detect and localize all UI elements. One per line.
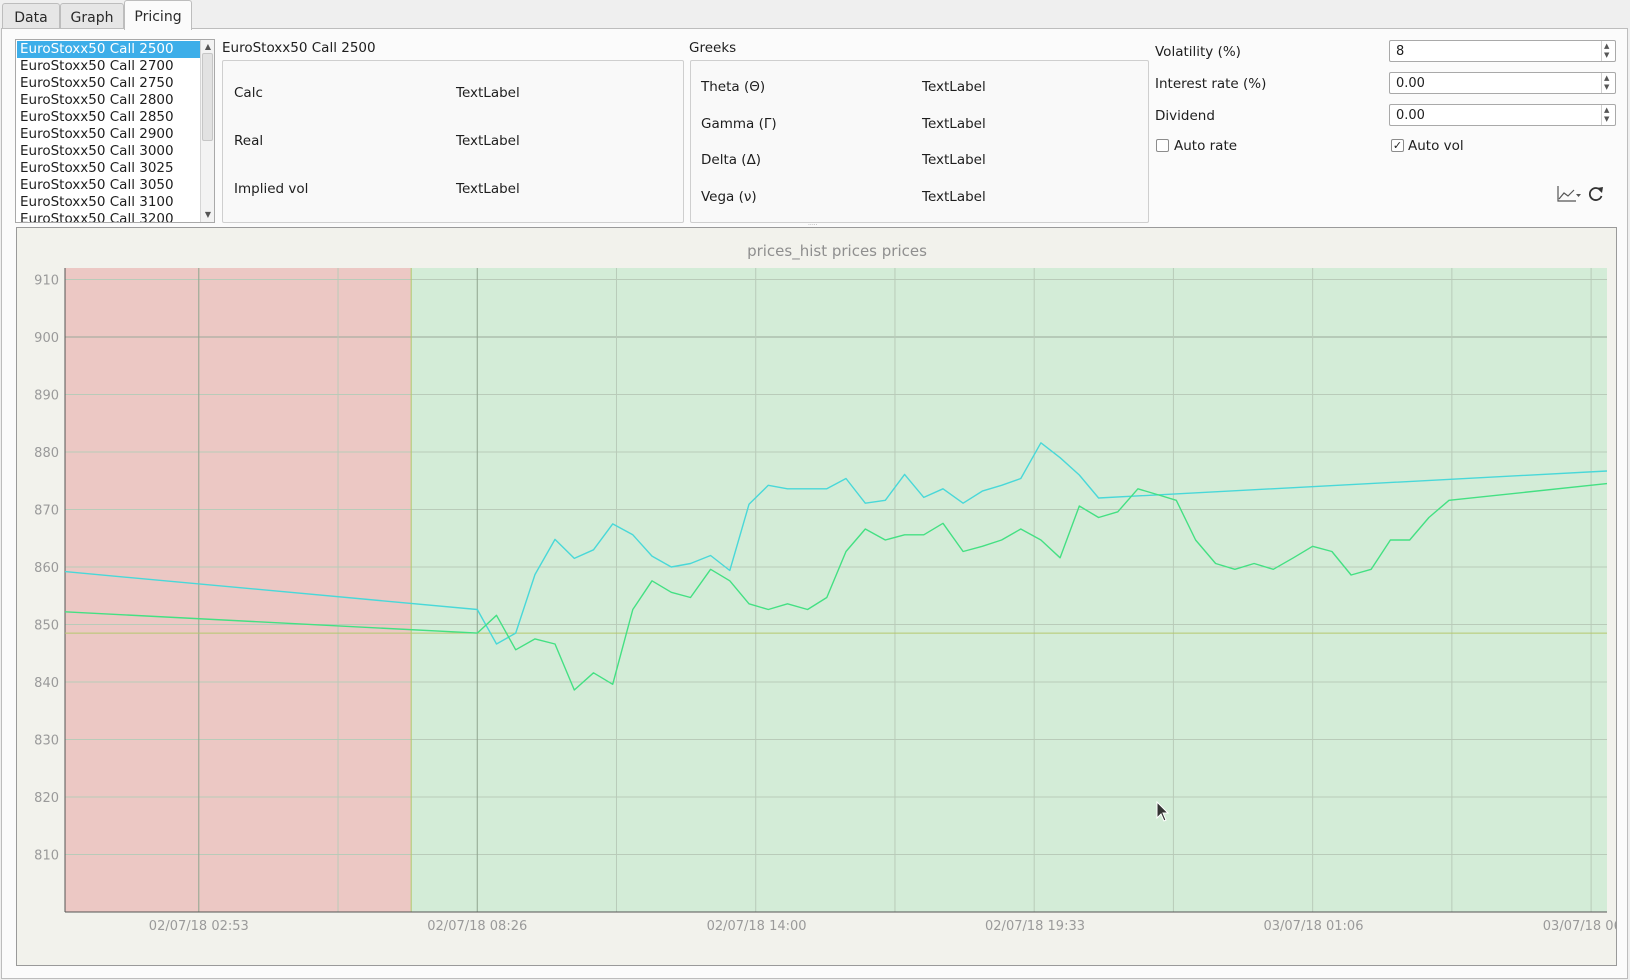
step-down-icon[interactable]: ▼ [1604, 83, 1610, 91]
splitter-handle[interactable]: ····· [808, 222, 826, 229]
step-up-icon[interactable]: ▲ [1604, 42, 1610, 50]
chart-y-tick-label: 840 [34, 676, 59, 691]
scroll-down-arrow-icon[interactable]: ▼ [204, 210, 212, 219]
auto-vol-checkbox[interactable]: ✓ [1391, 139, 1404, 152]
option-list-item[interactable]: EuroStoxx50 Call 2750 [20, 75, 174, 91]
tab-graph[interactable]: Graph [60, 3, 124, 29]
chart-y-tick-label: 900 [34, 331, 59, 346]
chart-y-tick-label: 820 [34, 791, 59, 806]
tab-bar: Data Graph Pricing [0, 0, 1630, 30]
volatility-label: Volatility (%) [1155, 44, 1241, 60]
step-up-icon[interactable]: ▲ [1604, 106, 1610, 114]
chart-series-line-green [64, 482, 1608, 691]
auto-vol-label[interactable]: Auto vol [1408, 138, 1464, 154]
chart-x-tick-label: 02/07/18 02:53 [149, 919, 249, 934]
chart-y-tick-label: 870 [34, 504, 59, 519]
volatility-spinbox[interactable]: 8 ▲ ▼ [1389, 40, 1616, 62]
scrollbar-thumb[interactable] [202, 53, 213, 141]
chart-x-tick-label: 03/07/18 06:40 [1543, 919, 1616, 934]
chart-x-tick-label: 03/07/18 01:06 [1263, 919, 1363, 934]
option-list-item[interactable]: EuroStoxx50 Call 3050 [20, 177, 174, 193]
volatility-value: 8 [1396, 44, 1405, 59]
chart-y-tick-label: 810 [34, 849, 59, 864]
price-history-chart[interactable]: 910 900 890 880 870 860 850 840 830 820 810 02/07/1… [16, 227, 1617, 966]
real-value: TextLabel [456, 133, 520, 149]
step-up-icon[interactable]: ▲ [1604, 74, 1610, 82]
refresh-icon[interactable] [1586, 184, 1606, 204]
vega-value: TextLabel [922, 189, 986, 205]
option-list-item[interactable]: EuroStoxx50 Call 3025 [20, 160, 174, 176]
mouse-cursor-icon [1156, 801, 1170, 822]
chart-y-tick-label: 910 [34, 274, 59, 289]
implied-vol-value: TextLabel [456, 181, 520, 197]
chart-y-tick-label: 880 [34, 446, 59, 461]
greeks-group [690, 60, 1149, 223]
delta-label: Delta (Δ) [701, 152, 762, 168]
calc-value: TextLabel [456, 85, 520, 101]
chart-y-tick-label: 850 [34, 619, 59, 634]
option-list-scrollbar[interactable]: ▲ ▼ [200, 40, 214, 222]
option-list[interactable]: EuroStoxx50 Call 2500 EuroStoxx50 Call 27… [15, 39, 215, 223]
interest-rate-spinbox[interactable]: 0.00 ▲ ▼ [1389, 72, 1616, 94]
step-down-icon[interactable]: ▼ [1604, 51, 1610, 59]
chart-x-tick-label: 02/07/18 08:26 [427, 919, 527, 934]
chart-x-tick-label: 02/07/18 14:00 [707, 919, 807, 934]
scroll-up-arrow-icon[interactable]: ▲ [204, 42, 212, 51]
implied-vol-label: Implied vol [234, 181, 309, 197]
gamma-label: Gamma (Γ) [701, 116, 777, 132]
chart-y-tick-label: 890 [34, 389, 59, 404]
theta-value: TextLabel [922, 79, 986, 95]
chart-region-red [65, 268, 412, 912]
chart-y-tick-label: 830 [34, 734, 59, 749]
option-list-item[interactable]: EuroStoxx50 Call 3100 [20, 194, 174, 210]
tab-data[interactable]: Data [2, 3, 60, 29]
volatility-stepper[interactable]: ▲ ▼ [1601, 41, 1615, 61]
auto-rate-checkbox[interactable] [1156, 139, 1169, 152]
line-chart-icon[interactable] [1556, 184, 1582, 204]
theta-label: Theta (Θ) [701, 79, 766, 95]
step-down-icon[interactable]: ▼ [1604, 115, 1610, 123]
dividend-stepper[interactable]: ▲ ▼ [1601, 105, 1615, 125]
dividend-spinbox[interactable]: 0.00 ▲ ▼ [1389, 104, 1616, 126]
interest-rate-stepper[interactable]: ▲ ▼ [1601, 73, 1615, 93]
dividend-label: Dividend [1155, 108, 1215, 124]
chart-title: prices_hist prices prices [747, 242, 927, 261]
option-list-item[interactable]: EuroStoxx50 Call 2800 [20, 92, 174, 108]
option-list-item[interactable]: EuroStoxx50 Call 2500 [17, 41, 201, 58]
option-list-items: EuroStoxx50 Call 2500 EuroStoxx50 Call 27… [17, 41, 201, 223]
chart-y-tick-label: 860 [34, 561, 59, 576]
option-list-item[interactable]: EuroStoxx50 Call 3200 [20, 211, 174, 223]
real-label: Real [234, 133, 264, 149]
price-group-title: EuroStoxx50 Call 2500 [222, 40, 376, 56]
interest-rate-label: Interest rate (%) [1155, 76, 1267, 92]
dividend-value: 0.00 [1396, 108, 1425, 123]
chart-series-line-cyan [64, 442, 1608, 645]
chart-region-green [411, 268, 1607, 912]
option-list-item[interactable]: EuroStoxx50 Call 3000 [20, 143, 174, 159]
auto-rate-label[interactable]: Auto rate [1174, 138, 1238, 154]
option-list-item[interactable]: EuroStoxx50 Call 2850 [20, 109, 174, 125]
calc-label: Calc [234, 85, 263, 101]
greeks-group-title: Greeks [689, 40, 737, 56]
tab-pricing[interactable]: Pricing [124, 0, 192, 30]
delta-value: TextLabel [922, 152, 986, 168]
option-list-item[interactable]: EuroStoxx50 Call 2900 [20, 126, 174, 142]
option-list-item[interactable]: EuroStoxx50 Call 2700 [20, 58, 174, 74]
chart-x-tick-label: 02/07/18 19:33 [985, 919, 1085, 934]
interest-rate-value: 0.00 [1396, 76, 1425, 91]
chart-canvas[interactable]: 910 900 890 880 870 860 850 840 830 820 810 02/07/1… [17, 228, 1616, 965]
price-group [222, 60, 684, 223]
vega-label: Vega (ν) [701, 189, 757, 205]
gamma-value: TextLabel [922, 116, 986, 132]
